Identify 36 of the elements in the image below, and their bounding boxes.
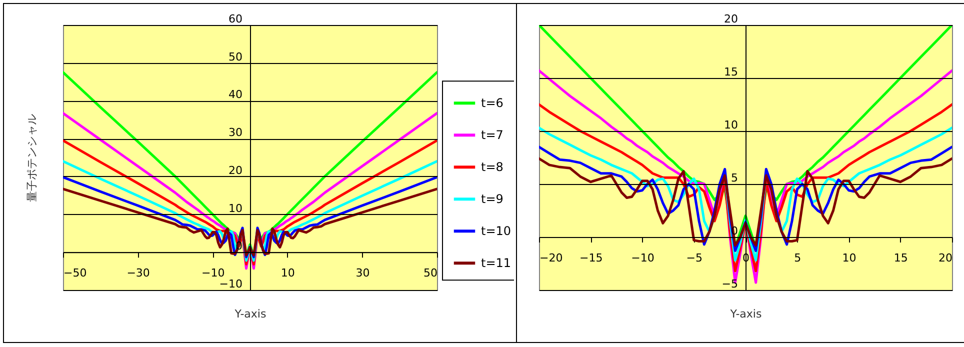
x-tick-label: −20: [540, 252, 563, 264]
x-tick-label: 30: [356, 266, 370, 280]
legend-label: t=8: [481, 160, 504, 174]
y-tick-label: −5: [722, 278, 738, 290]
y-tick-label: 40: [228, 88, 242, 102]
y-tick-label: 20: [228, 164, 242, 177]
x-axis-title: Y-axis: [729, 308, 762, 320]
y-tick-label: 50: [228, 50, 242, 64]
x-tick-label: 20: [938, 252, 952, 264]
x-tick-label: −15: [580, 252, 603, 264]
x-tick-label: 15: [894, 252, 908, 264]
x-tick-label: −10: [201, 266, 225, 280]
legend-label: t=7: [481, 128, 504, 142]
x-tick-label: 10: [280, 266, 295, 280]
y-tick-label: −10: [219, 278, 242, 290]
x-tick-label: 50: [424, 266, 438, 280]
x-tick-label: 5: [794, 252, 802, 264]
y-tick-label: 10: [228, 202, 242, 215]
legend-label: t=10: [481, 224, 512, 238]
x-tick-label: −50: [64, 266, 87, 280]
y-tick-label: 30: [228, 126, 242, 140]
x-tick-label: −30: [126, 266, 150, 280]
y-tick-label: 10: [724, 118, 738, 132]
legend-label: t=6: [481, 96, 504, 110]
legend-label: t=11: [481, 256, 512, 270]
y-tick-label: 5: [731, 172, 738, 184]
y-tick-label: 20: [724, 12, 738, 26]
x-tick-label: 10: [842, 252, 856, 264]
legend-label: t=9: [481, 192, 504, 206]
x-tick-label: −5: [686, 252, 702, 264]
x-tick-label: −10: [631, 252, 654, 264]
y-tick-label: 15: [724, 66, 738, 78]
y-tick-label: 0: [236, 240, 242, 253]
y-axis-title: 量子ポテンシャル: [26, 114, 38, 202]
x-axis-title: Y-axis: [234, 308, 266, 320]
y-tick-label: 60: [228, 12, 242, 26]
